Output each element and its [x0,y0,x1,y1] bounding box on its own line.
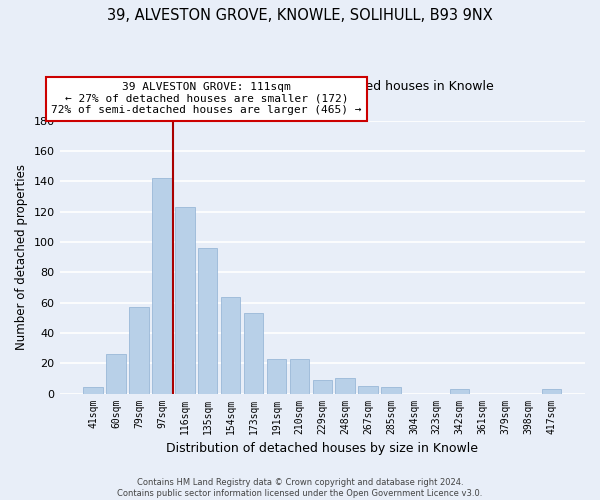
Bar [267,358,286,394]
Bar [152,178,172,394]
Bar [129,307,149,394]
Bar [175,207,194,394]
Bar [83,388,103,394]
Bar [198,248,217,394]
Bar [290,358,309,394]
Bar [221,296,241,394]
Bar [381,388,401,394]
Bar [313,380,332,394]
Bar [244,314,263,394]
Text: 39 ALVESTON GROVE: 111sqm
← 27% of detached houses are smaller (172)
72% of semi: 39 ALVESTON GROVE: 111sqm ← 27% of detac… [52,82,362,116]
Bar [106,354,126,394]
Text: 39, ALVESTON GROVE, KNOWLE, SOLIHULL, B93 9NX: 39, ALVESTON GROVE, KNOWLE, SOLIHULL, B9… [107,8,493,22]
Text: Contains HM Land Registry data © Crown copyright and database right 2024.
Contai: Contains HM Land Registry data © Crown c… [118,478,482,498]
Bar [450,389,469,394]
Title: Size of property relative to detached houses in Knowle: Size of property relative to detached ho… [151,80,494,94]
Bar [335,378,355,394]
X-axis label: Distribution of detached houses by size in Knowle: Distribution of detached houses by size … [166,442,478,455]
Bar [358,386,378,394]
Y-axis label: Number of detached properties: Number of detached properties [15,164,28,350]
Bar [542,389,561,394]
